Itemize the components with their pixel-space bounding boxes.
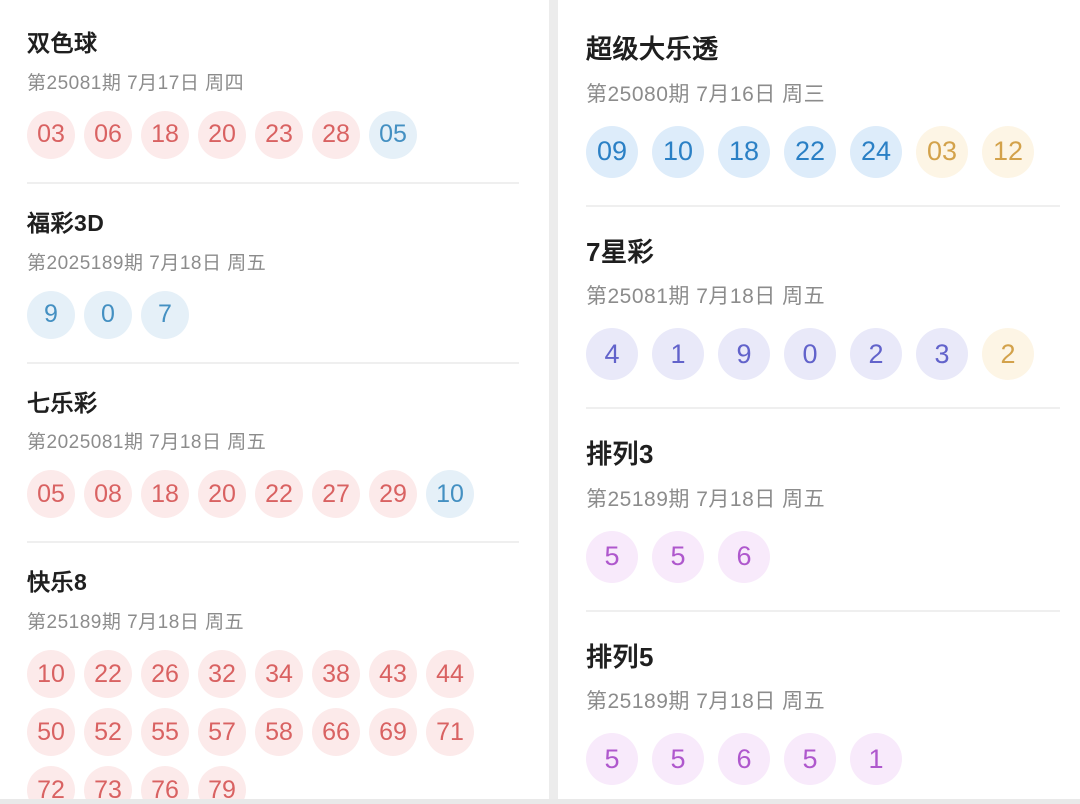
lottery-section[interactable]: 七乐彩第2025081期 7月18日 周五 05 08 18 20 22 27 29 10 bbox=[27, 364, 519, 544]
draw-number-and-date: 第25080期 7月16日 周三 bbox=[586, 82, 826, 106]
winning-numbers-row: 09 10 18 22 24 03 12 bbox=[586, 125, 1060, 178]
lottery-ball: 10 bbox=[426, 470, 474, 519]
lottery-ball: 44 bbox=[426, 650, 474, 698]
winning-numbers-row: 03 06 18 20 23 28 05 bbox=[27, 110, 519, 159]
lottery-ball: 4 bbox=[586, 328, 638, 380]
lottery-ball: 03 bbox=[916, 125, 968, 178]
column-divider bbox=[549, 0, 558, 804]
lottery-ball: 03 bbox=[27, 110, 75, 159]
lottery-ball: 55 bbox=[141, 708, 189, 756]
lottery-ball: 5 bbox=[652, 733, 704, 785]
lottery-ball: 2 bbox=[850, 328, 902, 380]
lottery-ball: 73 bbox=[84, 766, 132, 804]
lottery-ball: 08 bbox=[84, 470, 132, 519]
lottery-ball: 6 bbox=[718, 733, 770, 785]
lottery-ball: 79 bbox=[198, 766, 246, 804]
lottery-ball: 22 bbox=[784, 125, 836, 178]
lottery-ball: 9 bbox=[27, 290, 75, 339]
lottery-title: 福彩3D bbox=[27, 209, 105, 236]
lottery-ball: 1 bbox=[850, 733, 902, 785]
right-column: 超级大乐透 第25080期 7月16日 周三 09 10 18 22 24 03 12 7星彩 第2… bbox=[558, 0, 1080, 804]
lottery-ball: 10 bbox=[27, 650, 75, 698]
lottery-ball: 43 bbox=[369, 650, 417, 698]
draw-number-and-date: 第25081期 7月18日 周五 bbox=[586, 285, 826, 308]
lottery-ball: 05 bbox=[27, 470, 75, 519]
lottery-ball: 28 bbox=[312, 110, 360, 159]
lottery-title: 排列5 bbox=[586, 641, 654, 672]
lottery-ball: 5 bbox=[652, 530, 704, 583]
lottery-title: 7星彩 bbox=[586, 236, 654, 267]
lottery-ball: 5 bbox=[784, 733, 836, 785]
lottery-title: 快乐8 bbox=[27, 569, 88, 596]
lottery-ball: 57 bbox=[198, 708, 246, 756]
lottery-ball: 71 bbox=[426, 708, 474, 756]
lottery-ball: 09 bbox=[586, 125, 638, 178]
lottery-ball: 76 bbox=[141, 766, 189, 804]
lottery-ball: 22 bbox=[255, 470, 303, 519]
draw-number-and-date: 第25189期 7月18日 周五 bbox=[586, 487, 826, 511]
lottery-ball: 34 bbox=[255, 650, 303, 698]
lottery-ball: 52 bbox=[84, 708, 132, 756]
lottery-ball: 38 bbox=[312, 650, 360, 698]
lottery-ball: 9 bbox=[718, 328, 770, 380]
draw-number-and-date: 第2025189期 7月18日 周五 bbox=[27, 252, 267, 274]
lottery-section[interactable]: 快乐8 第25189期 7月18日 周五 10 22 26 32 34 38 43 44 50 52 5… bbox=[27, 543, 519, 804]
draw-number-and-date: 第25081期 7月17日 周四 bbox=[27, 72, 245, 94]
lottery-section[interactable]: 福彩3D 第2025189期 7月18日 周五 9 0 7 bbox=[27, 184, 519, 364]
lottery-ball: 26 bbox=[141, 650, 189, 698]
lottery-title: 超级大乐透 bbox=[586, 34, 719, 64]
lottery-ball: 18 bbox=[141, 470, 189, 519]
draw-number-and-date: 第2025081期 7月18日 周五 bbox=[27, 432, 267, 454]
lottery-section[interactable]: 排列5 第25189期 7月18日 周五 5 5 6 5 1 bbox=[586, 612, 1060, 804]
lottery-ball: 66 bbox=[312, 708, 360, 756]
lottery-ball: 12 bbox=[982, 125, 1034, 178]
lottery-ball: 22 bbox=[84, 650, 132, 698]
lottery-section[interactable]: 双色球第25081期 7月17日 周四 03 06 18 20 23 28 05 bbox=[27, 4, 519, 184]
lottery-ball: 69 bbox=[369, 708, 417, 756]
lottery-ball: 18 bbox=[141, 110, 189, 159]
lottery-ball: 50 bbox=[27, 708, 75, 756]
lottery-ball: 0 bbox=[784, 328, 836, 380]
lottery-section[interactable]: 7星彩 第25081期 7月18日 周五 4 1 9 0 2 3 2 bbox=[586, 207, 1060, 409]
lottery-title: 排列3 bbox=[586, 439, 654, 469]
lottery-section[interactable]: 排列3 第25189期 7月18日 周五 5 5 6 bbox=[586, 409, 1060, 612]
lottery-ball: 29 bbox=[369, 470, 417, 519]
lottery-ball: 58 bbox=[255, 708, 303, 756]
lottery-ball: 2 bbox=[982, 328, 1034, 380]
lottery-title: 双色球 bbox=[27, 30, 98, 56]
lottery-ball: 20 bbox=[198, 470, 246, 519]
lottery-ball: 10 bbox=[652, 125, 704, 178]
lottery-title: 七乐彩 bbox=[27, 389, 98, 416]
left-column: 双色球 第25081期 7月17日 周四 03 06 18 20 23 28 05 福彩3D 第20… bbox=[27, 4, 519, 804]
winning-numbers-row: 10 22 26 32 34 38 43 44 50 52 55 57 58 66 69 71 72 73 76 79 bbox=[27, 650, 477, 804]
lottery-ball: 32 bbox=[198, 650, 246, 698]
lottery-ball: 1 bbox=[652, 328, 704, 380]
draw-number-and-date: 第25189期 7月18日 周五 bbox=[586, 690, 826, 713]
lottery-ball: 18 bbox=[718, 125, 770, 178]
lottery-ball: 7 bbox=[141, 290, 189, 339]
lottery-section[interactable]: 超级大乐透第25080期 7月16日 周三 09 10 18 22 24 03 12 bbox=[586, 4, 1060, 207]
lottery-ball: 72 bbox=[27, 766, 75, 804]
lottery-ball: 27 bbox=[312, 470, 360, 519]
lottery-ball: 6 bbox=[718, 530, 770, 583]
lottery-ball: 0 bbox=[84, 290, 132, 339]
draw-number-and-date: 第25189期 7月18日 周五 bbox=[27, 612, 245, 633]
lottery-ball: 24 bbox=[850, 125, 902, 178]
lottery-ball: 20 bbox=[198, 110, 246, 159]
lottery-ball: 06 bbox=[84, 110, 132, 159]
lottery-ball: 3 bbox=[916, 328, 968, 380]
lottery-ball: 5 bbox=[586, 530, 638, 583]
lottery-ball: 05 bbox=[369, 110, 417, 159]
lottery-ball: 5 bbox=[586, 733, 638, 785]
bottom-edge-bar bbox=[0, 799, 1080, 804]
lottery-ball: 23 bbox=[255, 110, 303, 159]
winning-numbers-row: 05 08 18 20 22 27 29 10 bbox=[27, 470, 519, 519]
